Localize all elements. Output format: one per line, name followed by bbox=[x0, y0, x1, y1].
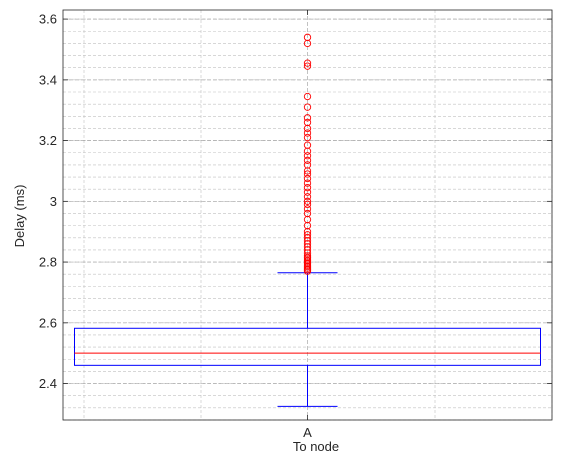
outlier-point bbox=[303, 152, 312, 160]
outlier-point bbox=[303, 156, 312, 164]
outlier-point bbox=[303, 92, 312, 101]
outlier-markers bbox=[303, 33, 312, 275]
outlier-point bbox=[303, 161, 312, 169]
x-tick-label: A bbox=[303, 425, 312, 440]
major-grid bbox=[63, 10, 552, 420]
outlier-point bbox=[303, 197, 312, 205]
y-tick-label: 2.8 bbox=[39, 255, 57, 270]
y-tick-label: 2.4 bbox=[39, 376, 57, 391]
outlier-point bbox=[303, 205, 312, 213]
interquartile-box bbox=[74, 327, 541, 366]
x-axis-title: To node bbox=[293, 439, 339, 453]
outlier-point bbox=[303, 129, 312, 137]
y-tick-label: 3.2 bbox=[39, 133, 57, 148]
outlier-point bbox=[303, 174, 312, 183]
outlier-point bbox=[303, 118, 312, 127]
outlier-point bbox=[303, 59, 312, 67]
outlier-point bbox=[303, 33, 312, 41]
y-tick-label: 2.6 bbox=[39, 315, 57, 330]
outlier-point bbox=[303, 184, 312, 192]
outlier-point bbox=[303, 62, 312, 70]
outlier-point bbox=[303, 188, 312, 196]
box-plot-series bbox=[74, 272, 541, 407]
outlier-point bbox=[303, 103, 312, 111]
outlier-point bbox=[303, 193, 312, 201]
outlier-point bbox=[303, 231, 312, 239]
x-axis-ticks: A bbox=[303, 10, 312, 440]
outlier-point bbox=[303, 141, 312, 149]
y-axis-ticks: 2.4 2.6 2.8 3 3.2 3.4 3.6 bbox=[39, 12, 552, 391]
outlier-point bbox=[303, 170, 312, 178]
outlier-point bbox=[303, 200, 312, 209]
y-axis-title: Delay (ms) bbox=[12, 185, 27, 248]
y-tick-label: 3.6 bbox=[39, 12, 57, 27]
y-tick-label: 3 bbox=[50, 194, 57, 209]
outlier-point bbox=[303, 133, 312, 142]
y-tick-label: 3.4 bbox=[39, 72, 57, 87]
outlier-point bbox=[303, 114, 312, 122]
outlier-point bbox=[303, 209, 312, 218]
outlier-point bbox=[303, 179, 312, 187]
